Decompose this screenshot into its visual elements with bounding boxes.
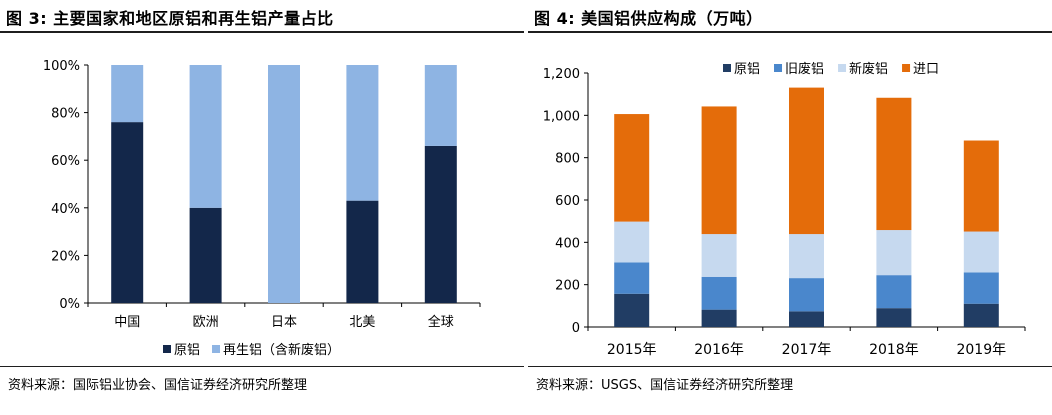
bar-segment-2	[189, 65, 222, 208]
bar-segment-2	[789, 278, 824, 312]
y-tick-label: 60%	[51, 154, 80, 169]
figure-3-source: 资料来源：国际铝业协会、国信证券经济研究所整理	[8, 378, 308, 393]
bar-segment-2	[424, 65, 457, 146]
legend-swatch-2	[212, 345, 221, 353]
y-tick-label: 0%	[59, 297, 80, 312]
legend-label-3: 新废铝	[849, 61, 888, 77]
bar-segment-1	[189, 207, 222, 303]
figure-4-top-rule	[528, 31, 1052, 33]
bar-segment-3	[876, 230, 912, 276]
x-category-label: 2016年	[694, 342, 744, 358]
y-tick-label: 400	[555, 236, 580, 251]
bar-segment-1	[111, 122, 144, 304]
legend-label-2: 旧废铝	[785, 61, 824, 77]
figure-4-panel: 图 4: 美国铝供应构成（万吨） 0 200 400 600 800 1,000 1,200…	[528, 0, 1052, 415]
bar-segment-1	[963, 303, 999, 327]
bar-segment-3	[963, 231, 999, 273]
x-category-label: 全球	[428, 314, 454, 330]
figure-4-source: 资料来源：USGS、国信证券经济研究所整理	[536, 378, 794, 393]
bar-segment-3	[701, 234, 737, 277]
x-category-label: 欧洲	[193, 315, 219, 330]
bar-segment-1	[701, 309, 737, 327]
y-tick-label: 600	[555, 194, 580, 209]
legend-label-1: 原铝	[174, 343, 200, 358]
y-tick-label: 100%	[43, 59, 80, 74]
y-tick-label: 20%	[51, 249, 80, 264]
bar-segment-2	[701, 276, 737, 310]
bar-segment-3	[789, 234, 824, 279]
x-category-label: 北美	[349, 315, 375, 330]
bar-segment-2	[346, 65, 379, 201]
bar-segment-4	[789, 87, 824, 235]
y-tick-label: 1,200	[543, 67, 580, 82]
figure-3-top-rule	[0, 31, 524, 33]
bar-segment-3	[614, 221, 650, 263]
bar-segment-2	[268, 65, 300, 303]
figure-3-bottom-rule	[0, 366, 524, 367]
legend-swatch-4	[902, 64, 911, 72]
figure-4-title: 图 4: 美国铝供应构成（万吨）	[534, 9, 763, 28]
x-category-label: 2017年	[782, 342, 832, 358]
figure-3-panel: 图 3: 主要国家和地区原铝和再生铝产量占比 0% 20% 40% 60% 80% 100…	[0, 0, 524, 415]
bar-segment-4	[963, 140, 999, 232]
bar-segment-2	[963, 272, 999, 304]
legend-label-1: 原铝	[734, 62, 760, 77]
y-tick-label: 40%	[51, 202, 80, 217]
y-tick-label: 0	[572, 321, 580, 336]
legend-label-2: 再生铝（含新废铝）	[223, 342, 340, 358]
x-category-label: 中国	[114, 315, 140, 330]
y-tick-label: 200	[555, 279, 580, 294]
x-category-label: 2015年	[607, 342, 657, 358]
bar-segment-2	[614, 262, 650, 294]
y-tick-label: 80%	[51, 107, 80, 122]
bar-segment-2	[111, 65, 144, 123]
legend-swatch-1	[723, 64, 731, 72]
bar-segment-1	[789, 311, 824, 327]
legend-swatch-2	[774, 64, 783, 72]
y-tick-label: 800	[555, 152, 580, 167]
figure-3-title: 图 3: 主要国家和地区原铝和再生铝产量占比	[6, 9, 334, 28]
bar-segment-1	[876, 308, 912, 327]
legend-label-4: 进口	[913, 62, 939, 77]
legend-swatch-1	[163, 345, 171, 353]
bar-segment-1	[346, 200, 379, 303]
x-category-label: 日本	[271, 315, 297, 330]
figure-4-bottom-rule	[528, 366, 1052, 367]
figure-4-chart: 0 200 400 600 800 1,000 1,200 2015年 2016年 2017年 20…	[543, 61, 1026, 358]
bar-segment-2	[876, 275, 912, 309]
bar-segment-4	[701, 106, 737, 235]
x-category-label: 2019年	[956, 342, 1006, 358]
y-tick-label: 1,000	[543, 109, 580, 124]
bar-segment-1	[614, 293, 650, 327]
legend-swatch-3	[838, 64, 847, 72]
x-category-label: 2018年	[869, 342, 919, 358]
bar-segment-1	[424, 145, 457, 303]
bar-segment-4	[876, 97, 912, 231]
bar-segment-4	[614, 114, 650, 222]
